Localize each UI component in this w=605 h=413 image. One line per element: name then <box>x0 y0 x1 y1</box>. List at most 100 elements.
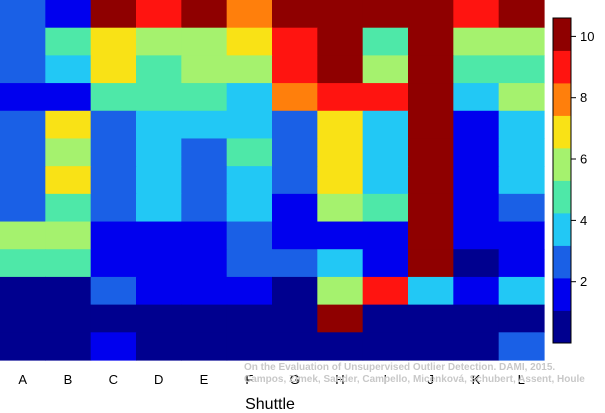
colorbar-band-5 <box>553 180 571 214</box>
heatmap-cell-C-3 <box>90 55 137 84</box>
heatmap-cell-C-12 <box>90 304 137 333</box>
heatmap-cell-A-8 <box>0 193 46 223</box>
heatmap-cell-A-11 <box>0 276 46 306</box>
heatmap-cell-H-11 <box>317 276 364 306</box>
heatmap-cell-B-13 <box>45 332 92 361</box>
heatmap-cell-J-8 <box>408 193 454 223</box>
heatmap-cell-G-7 <box>272 166 318 195</box>
heatmap-cell-H-10 <box>317 249 364 278</box>
heatmap-cell-C-7 <box>90 166 137 195</box>
heatmap-cell-L-3 <box>498 55 545 84</box>
heatmap-cell-D-2 <box>136 27 182 56</box>
colorbar-tick-label-2: 2 <box>580 274 587 289</box>
heatmap-cell-F-7 <box>226 166 273 195</box>
heatmap-cell-I-8 <box>362 193 409 223</box>
heatmap-cell-D-5 <box>136 110 182 140</box>
colorbar-tick-label-4: 4 <box>580 213 587 228</box>
heatmap-cell-K-12 <box>453 304 500 333</box>
x-tick-label-I: I <box>383 372 387 387</box>
heatmap-cell-K-1 <box>453 0 500 29</box>
heatmap-cell-I-10 <box>362 249 409 278</box>
heatmap-cell-A-2 <box>0 27 46 56</box>
heatmap-cell-E-2 <box>181 27 228 56</box>
heatmap-cell-J-13 <box>408 332 454 361</box>
heatmap-cell-I-13 <box>362 332 409 361</box>
heatmap-cell-I-9 <box>362 221 409 250</box>
heatmap-cell-F-6 <box>226 138 273 167</box>
heatmap-cell-I-6 <box>362 138 409 167</box>
colorbar-band-6 <box>553 148 571 181</box>
heatmap-cell-K-2 <box>453 27 500 56</box>
heatmap-cell-D-8 <box>136 193 182 223</box>
heatmap-cell-H-2 <box>317 27 364 56</box>
heatmap-cell-G-13 <box>272 332 318 361</box>
x-tick-label-A: A <box>18 372 27 387</box>
heatmap-cell-B-1 <box>45 0 92 29</box>
heatmap-cell-J-7 <box>408 166 454 195</box>
heatmap-cell-B-2 <box>45 27 92 56</box>
heatmap-cell-A-4 <box>0 83 46 112</box>
heatmap-cell-J-9 <box>408 221 454 250</box>
heatmap-cell-C-6 <box>90 138 137 167</box>
heatmap-cell-L-2 <box>498 27 545 56</box>
x-axis-title: Shuttle <box>245 396 295 413</box>
heatmap-cell-D-10 <box>136 249 182 278</box>
heatmap-cell-J-11 <box>408 276 454 306</box>
heatmap-cell-D-3 <box>136 55 182 84</box>
heatmap-cell-B-12 <box>45 304 92 333</box>
heatmap-cell-F-3 <box>226 55 273 84</box>
heatmap-cell-L-12 <box>498 304 545 333</box>
x-tick-label-G: G <box>290 372 300 387</box>
heatmap-cell-J-4 <box>408 83 454 112</box>
heatmap-cell-H-12 <box>317 304 364 333</box>
heatmap-cell-K-11 <box>453 276 500 306</box>
heatmap-cell-G-10 <box>272 249 318 278</box>
heatmap-cell-C-11 <box>90 276 137 306</box>
heatmap-cell-D-1 <box>136 0 182 29</box>
colorbar-band-2 <box>553 278 571 311</box>
heatmap-cell-B-6 <box>45 138 92 167</box>
colorbar-tick-label-10: 10 <box>580 29 594 44</box>
heatmap-cell-G-1 <box>272 0 318 29</box>
heatmap-cell-K-10 <box>453 249 500 278</box>
heatmap-cell-C-1 <box>90 0 137 29</box>
heatmap-cell-F-1 <box>226 0 273 29</box>
x-tick-label-C: C <box>109 372 118 387</box>
x-tick-label-E: E <box>200 372 209 387</box>
heatmap-cell-D-13 <box>136 332 182 361</box>
heatmap-cell-K-9 <box>453 221 500 250</box>
heatmap-cell-A-3 <box>0 55 46 84</box>
watermark-citation-line2: Campos, Zimek, Sander, Campello, Micenko… <box>244 374 585 385</box>
heatmap-cell-K-8 <box>453 193 500 223</box>
x-tick-label-L: L <box>518 372 525 387</box>
heatmap-cell-B-8 <box>45 193 92 223</box>
heatmap-cell-F-8 <box>226 193 273 223</box>
heatmap-cell-G-8 <box>272 193 318 223</box>
heatmap-cell-D-12 <box>136 304 182 333</box>
heatmap-cell-I-1 <box>362 0 409 29</box>
heatmap-cell-E-6 <box>181 138 228 167</box>
heatmap-cell-A-1 <box>0 0 46 29</box>
heatmap-cell-J-10 <box>408 249 454 278</box>
heatmap-cell-C-10 <box>90 249 137 278</box>
heatmap-cell-C-2 <box>90 27 137 56</box>
colorbar-band-10 <box>553 18 571 51</box>
heatmap-cell-B-5 <box>45 110 92 140</box>
heatmap-cell-K-6 <box>453 138 500 167</box>
x-tick-label-K: K <box>472 372 481 387</box>
heatmap-cell-D-9 <box>136 221 182 250</box>
heatmap-cell-K-7 <box>453 166 500 195</box>
heatmap-cell-C-9 <box>90 221 137 250</box>
heatmap-cell-D-11 <box>136 276 182 306</box>
heatmap-cell-A-6 <box>0 138 46 167</box>
heatmap-cell-G-12 <box>272 304 318 333</box>
heatmap-cell-F-9 <box>226 221 273 250</box>
heatmap-cell-D-4 <box>136 83 182 112</box>
heatmap-cells <box>0 0 545 361</box>
colorbar-band-7 <box>553 115 571 149</box>
heatmap-cell-E-9 <box>181 221 228 250</box>
x-tick-label-D: D <box>154 372 163 387</box>
heatmap-cell-C-5 <box>90 110 137 140</box>
watermark-citation-line1: On the Evaluation of Unsupervised Outlie… <box>244 362 555 373</box>
